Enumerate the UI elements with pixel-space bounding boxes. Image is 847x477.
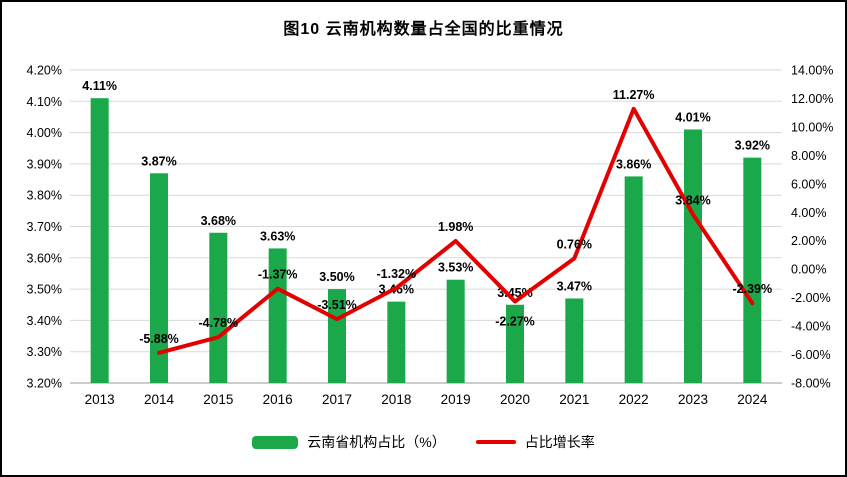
x-axis-category-label: 2017 (322, 392, 352, 407)
line-value-label: -2.27% (495, 314, 535, 328)
left-axis-tick-label: 4.20% (27, 64, 62, 78)
x-axis-category-label: 2019 (441, 392, 471, 407)
right-axis-tick-label: 2.00% (791, 234, 826, 248)
x-axis-category-label: 2018 (381, 392, 411, 407)
growth-rate-line (157, 106, 755, 355)
left-axis-tick-label: 4.10% (27, 95, 62, 109)
right-axis-tick-label: 4.00% (791, 206, 826, 220)
bar-value-label: 3.53% (438, 261, 473, 275)
line-value-label: 0.76% (557, 237, 592, 251)
x-axis-category-label: 2022 (619, 392, 649, 407)
right-axis-tick-label: -6.00% (791, 348, 831, 362)
x-axis-category-label: 2016 (263, 392, 293, 407)
right-axis-tick-label: 12.00% (791, 92, 833, 106)
bar (387, 301, 406, 383)
legend-item-line-series: 占比增长率 (475, 432, 595, 452)
right-axis-tick-label: -8.00% (791, 377, 831, 391)
bar (684, 129, 702, 383)
bar-value-label: 4.11% (82, 79, 117, 93)
line-value-label: -2.39% (733, 282, 773, 296)
x-axis-category-label: 2013 (85, 392, 115, 407)
left-axis-tick-label: 3.70% (27, 220, 62, 234)
x-axis-category-label: 2023 (678, 392, 708, 407)
line-value-label: 3.84% (675, 194, 710, 208)
line-value-label: -1.32% (377, 267, 417, 281)
legend-label-bar-series: 云南省机构占比（%） (307, 434, 446, 450)
bar-value-label: 4.01% (675, 110, 710, 124)
bar (209, 232, 228, 383)
right-axis-tick-label: 8.00% (791, 149, 826, 163)
x-axis-category-label: 2021 (559, 392, 589, 407)
bar-value-label: 3.47% (557, 279, 592, 293)
right-axis-tick-label: 6.00% (791, 177, 826, 191)
bar-value-label: 3.86% (616, 157, 651, 171)
chart-title: 图10 云南机构数量占全国的比重情况 (283, 21, 564, 38)
left-axis-tick-label: 3.30% (27, 345, 62, 359)
x-axis-category-label: 2014 (144, 392, 175, 407)
line-value-label: -5.88% (139, 332, 179, 346)
legend-item-bar-series: 云南省机构占比（%） (252, 432, 446, 452)
bar-value-label: 3.68% (201, 214, 236, 228)
bar (565, 298, 584, 383)
bar-value-label: 3.92% (735, 139, 770, 153)
right-axis-tick-label: 14.00% (791, 64, 833, 78)
bar (268, 248, 287, 383)
right-axis-tick-label: 0.00% (791, 263, 826, 277)
bar-value-label: 3.87% (141, 154, 176, 168)
bar-value-label: 3.63% (260, 229, 295, 243)
line-series-swatch-icon (475, 440, 516, 444)
bar (446, 279, 465, 383)
right-axis-tick-label: 10.00% (791, 120, 833, 134)
x-axis-category-label: 2020 (500, 392, 530, 407)
bar (506, 304, 524, 383)
line-value-label: -1.37% (258, 268, 298, 282)
legend: 云南省机构占比（%） 占比增长率 (2, 432, 845, 452)
left-axis-tick-label: 3.20% (27, 377, 62, 391)
x-axis-category-label: 2015 (203, 392, 233, 407)
left-axis-tick-label: 4.00% (27, 126, 62, 140)
line-value-label: -4.78% (199, 316, 239, 330)
line-value-label: 1.98% (438, 220, 473, 234)
right-axis-tick-label: -4.00% (791, 320, 831, 334)
x-axis-category-label: 2024 (737, 392, 768, 407)
right-axis-tick-label: -2.00% (791, 291, 831, 305)
bar (90, 98, 109, 384)
left-axis-tick-label: 3.50% (27, 283, 62, 297)
bar-series-swatch-icon (252, 435, 299, 449)
legend-label-line-series: 占比增长率 (524, 434, 595, 450)
bar (150, 173, 168, 383)
bar (328, 289, 346, 383)
left-axis-tick-label: 3.40% (27, 314, 62, 328)
line-value-label: 11.27% (613, 88, 655, 102)
bar-value-label: 3.50% (319, 270, 354, 284)
bar (743, 157, 762, 383)
left-axis-tick-label: 3.60% (27, 251, 62, 265)
bar (624, 176, 643, 383)
left-axis-tick-label: 3.90% (27, 157, 62, 171)
left-axis-tick-label: 3.80% (27, 189, 62, 203)
line-value-label: -3.51% (317, 298, 357, 312)
